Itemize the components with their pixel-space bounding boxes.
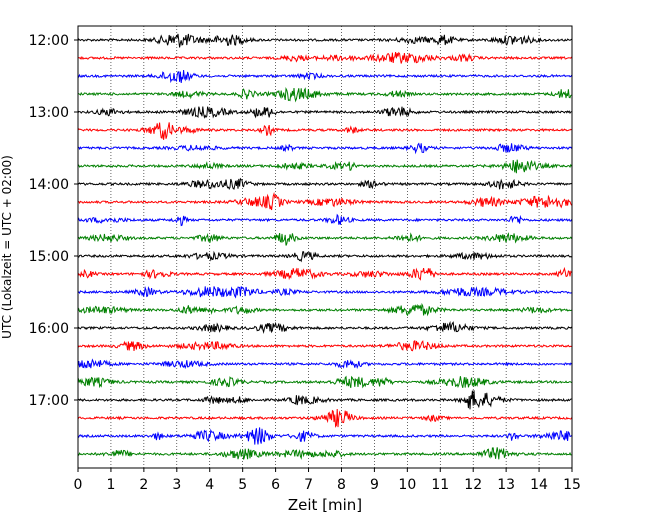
x-tick-label-6: 6 <box>271 477 280 493</box>
y-tick-label-3: 15:00 <box>29 249 69 265</box>
y-tick-label-4: 16:00 <box>29 321 69 337</box>
trace-13 <box>77 266 572 281</box>
x-tick-label-11: 11 <box>431 477 449 493</box>
trace-16 <box>77 320 573 334</box>
plot-frame <box>77 25 573 469</box>
y-axis-ticks: 12:00 13:00 14:00 15:00 16:00 17:00 <box>29 33 78 409</box>
x-tick-label-0: 0 <box>74 477 83 493</box>
trace-4 <box>77 106 572 119</box>
x-axis-title: Zeit [min] <box>288 496 362 514</box>
y-tick-label-5: 17:00 <box>29 393 69 409</box>
x-tick-label-3: 3 <box>172 477 181 493</box>
x-tick-label-14: 14 <box>530 477 548 493</box>
x-axis-ticks: 0 1 2 3 4 5 6 7 8 9 10 11 12 13 14 15 <box>74 468 581 493</box>
x-tick-label-12: 12 <box>464 477 482 493</box>
trace-14 <box>77 285 572 299</box>
seismograph-traces <box>77 33 573 460</box>
trace-1 <box>77 51 573 64</box>
y-tick-label-1: 13:00 <box>29 105 69 121</box>
trace-17 <box>77 339 572 352</box>
x-tick-label-7: 7 <box>304 477 313 493</box>
y-tick-label-2: 14:00 <box>29 177 69 193</box>
x-tick-label-1: 1 <box>106 477 115 493</box>
trace-21 <box>77 408 573 428</box>
y-tick-label-0: 12:00 <box>29 33 69 49</box>
x-tick-label-9: 9 <box>370 477 379 493</box>
x-tick-label-8: 8 <box>337 477 346 493</box>
plot-background <box>78 26 572 468</box>
trace-10 <box>77 213 573 227</box>
x-tick-label-4: 4 <box>205 477 214 493</box>
y-axis-title: UTC (Lokalzeit = UTC + 02:00) <box>0 155 14 339</box>
trace-23 <box>77 447 572 460</box>
trace-9 <box>77 191 573 211</box>
x-tick-label-13: 13 <box>497 477 515 493</box>
trace-19 <box>77 375 572 389</box>
x-tick-label-15: 15 <box>563 477 581 493</box>
trace-18 <box>77 358 572 370</box>
x-tick-label-2: 2 <box>139 477 148 493</box>
x-tick-label-10: 10 <box>398 477 416 493</box>
trace-20 <box>77 390 572 410</box>
trace-15 <box>77 302 572 317</box>
trace-7 <box>77 159 573 174</box>
trace-5 <box>77 122 572 140</box>
trace-22 <box>77 427 572 445</box>
trace-6 <box>77 142 573 155</box>
x-tick-label-5: 5 <box>238 477 247 493</box>
trace-0 <box>77 33 572 48</box>
trace-2 <box>77 69 573 84</box>
trace-11 <box>77 232 573 246</box>
trace-3 <box>77 86 572 103</box>
trace-8 <box>77 177 572 190</box>
trace-12 <box>77 250 572 263</box>
